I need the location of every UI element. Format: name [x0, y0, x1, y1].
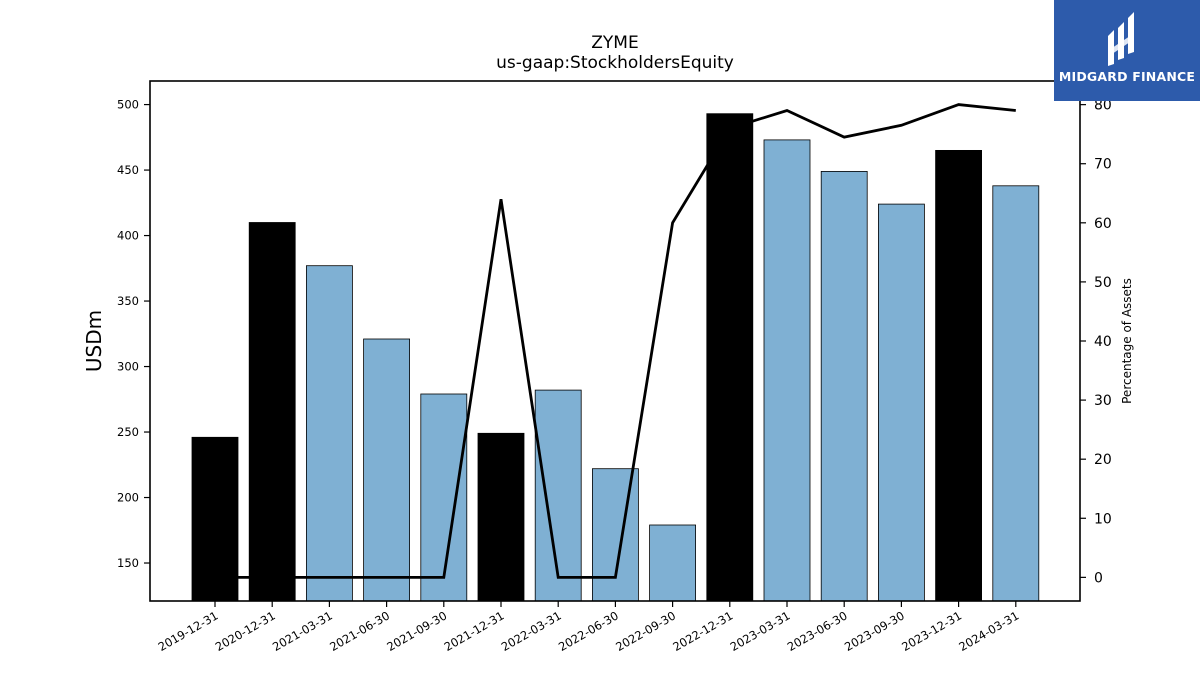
x-tick-label: 2023-12-31: [899, 608, 964, 654]
y2-tick-label: 0: [1094, 570, 1103, 586]
y-tick-label: 400: [117, 229, 139, 243]
x-tick-label: 2021-03-31: [270, 608, 335, 654]
bar-2022-09-30: [649, 524, 696, 602]
y-tick-label: 500: [117, 98, 139, 112]
midgard-logo-icon: [1108, 12, 1134, 66]
y-tick-label: 300: [117, 360, 139, 374]
bar-2024-03-31: [992, 185, 1040, 602]
x-tick-label: 2023-03-31: [728, 608, 793, 654]
y-tick-label: 150: [117, 556, 139, 570]
bar-2022-12-31: [706, 113, 754, 602]
y2-tick-label: 10: [1094, 511, 1112, 527]
bar-2023-12-31: [935, 149, 982, 602]
x-tick-label: 2022-09-30: [613, 608, 678, 654]
y2-axis-label: Percentage of Assets: [1120, 278, 1134, 404]
chart-subtitle: us-gaap:StockholdersEquity: [496, 53, 734, 73]
x-tick-label: 2023-09-30: [842, 608, 907, 654]
x-tick-label: 2023-06-30: [785, 608, 850, 654]
bar-2023-03-31: [763, 139, 811, 602]
x-tick-label: 2024-03-31: [956, 608, 1021, 654]
bar-2021-03-31: [305, 265, 353, 602]
y-tick-label: 250: [117, 425, 139, 439]
y2-tick-label: 30: [1094, 393, 1112, 409]
y2-tick-label: 80: [1094, 98, 1112, 114]
bar-2023-06-30: [820, 170, 868, 602]
x-tick-label: 2021-06-30: [327, 608, 392, 654]
x-tick-label: 2019-12-31: [156, 608, 221, 654]
midgard-finance-logo: MIDGARD FINANCE: [1054, 0, 1200, 101]
bar-2021-06-30: [363, 338, 411, 602]
y2-tick-label: 70: [1094, 157, 1112, 173]
bar-2022-06-30: [592, 468, 639, 602]
brand-name: MIDGARD FINANCE: [1058, 69, 1196, 84]
x-tick-label: 2021-12-31: [442, 608, 507, 654]
bar-2021-09-30: [420, 393, 468, 602]
percentage-of-assets-line: [215, 103, 1016, 579]
y-axis-label: USDm: [82, 310, 106, 372]
x-tick-label: 2020-12-31: [213, 608, 278, 654]
y-tick-label: 350: [117, 294, 139, 308]
x-tick-label: 2022-12-31: [670, 608, 735, 654]
y2-tick-label: 60: [1094, 216, 1112, 232]
bar-2023-09-30: [878, 203, 925, 602]
bar-2020-12-31: [248, 222, 296, 602]
x-tick-label: 2022-06-30: [556, 608, 621, 654]
chart-title: ZYME: [591, 33, 638, 53]
x-tick-label: 2022-03-31: [499, 608, 564, 654]
y2-tick-label: 50: [1094, 275, 1112, 291]
y2-tick-label: 40: [1094, 334, 1112, 350]
bar-2021-12-31: [477, 432, 525, 602]
y2-tick-label: 20: [1094, 452, 1112, 468]
y-tick-label: 450: [117, 163, 139, 177]
y-tick-label: 200: [117, 491, 139, 505]
bar-2019-12-31: [191, 436, 239, 602]
bar-2022-03-31: [534, 389, 582, 602]
x-tick-label: 2021-09-30: [384, 608, 449, 654]
